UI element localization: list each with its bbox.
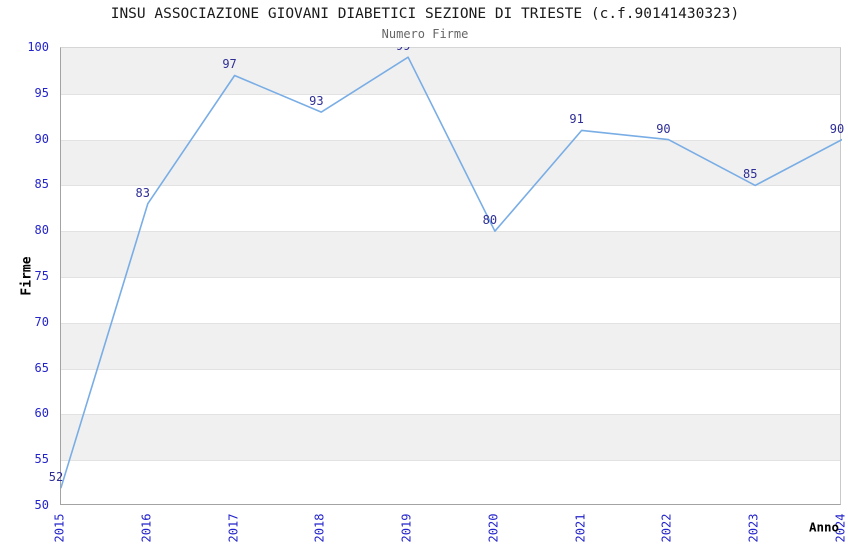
x-tick-label: 2015 bbox=[52, 513, 67, 543]
x-tick-label: 2023 bbox=[746, 513, 761, 543]
x-tick-label: 2020 bbox=[486, 513, 501, 543]
y-band bbox=[61, 231, 840, 277]
y-tick-label: 65 bbox=[34, 360, 49, 375]
x-tick-label: 2019 bbox=[399, 513, 414, 543]
y-tick-label: 95 bbox=[34, 85, 49, 100]
chart-title: INSU ASSOCIAZIONE GIOVANI DIABETICI SEZI… bbox=[110, 6, 740, 22]
line-series bbox=[61, 56, 842, 489]
y-axis-labels: 50 55 60 65 70 75 80 85 90 95 100 bbox=[0, 40, 49, 512]
plot-area bbox=[60, 47, 842, 505]
gridline bbox=[61, 93, 840, 95]
y-tick-label: 90 bbox=[34, 131, 49, 146]
y-band bbox=[61, 48, 840, 94]
y-tick-label: 60 bbox=[34, 406, 49, 421]
line-series-svg bbox=[61, 56, 842, 489]
y-tick-label: 80 bbox=[34, 223, 49, 238]
y-tick-label: 50 bbox=[34, 498, 49, 512]
chart-subtitle: Numero Firme bbox=[381, 27, 469, 41]
y-band bbox=[61, 322, 840, 369]
gridline bbox=[61, 368, 840, 370]
y-tick-label: 55 bbox=[34, 452, 49, 467]
gridline bbox=[61, 231, 840, 233]
gridline bbox=[61, 139, 840, 141]
y-band bbox=[61, 414, 840, 461]
gridline bbox=[61, 414, 840, 416]
y-tick-label: 70 bbox=[34, 314, 49, 329]
x-tick-label: 2021 bbox=[573, 513, 588, 543]
x-tick-label: 2018 bbox=[312, 513, 327, 543]
x-tick-label: 2022 bbox=[659, 513, 674, 543]
gridline bbox=[61, 322, 840, 324]
y-tick-label: 85 bbox=[34, 177, 49, 192]
x-tick-label: 2017 bbox=[226, 513, 241, 543]
x-tick-label: 2016 bbox=[139, 513, 154, 543]
y-tick-label: 75 bbox=[34, 269, 49, 283]
gridline bbox=[61, 460, 840, 462]
y-tick-label: 100 bbox=[27, 40, 49, 54]
gridline bbox=[61, 185, 840, 187]
gridline bbox=[61, 277, 840, 278]
x-axis-title: Anno bbox=[808, 519, 840, 535]
y-axis-title: Firme bbox=[19, 256, 35, 296]
